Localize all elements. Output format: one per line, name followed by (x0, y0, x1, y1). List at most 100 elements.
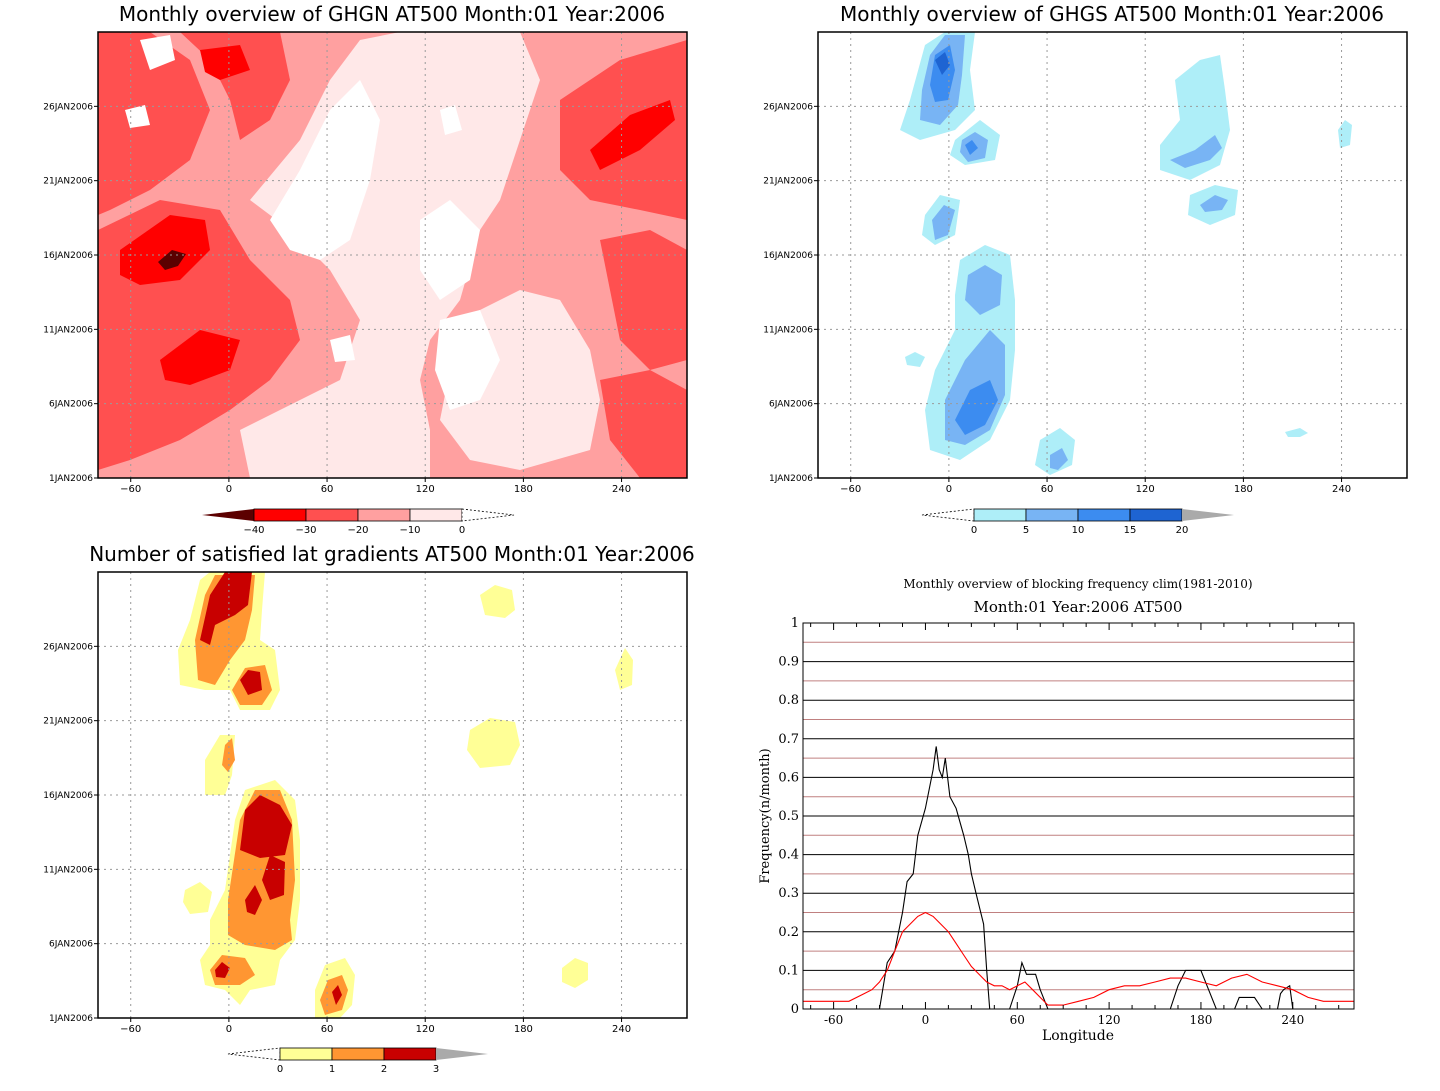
x-tick-label: −60 (120, 484, 141, 495)
ghgn-grid (98, 32, 687, 478)
ghgn-x-axis: −60 0 60 120 180 240 (120, 478, 631, 495)
y-tick-label: 0.3 (778, 886, 799, 901)
y-tick-label: 0.6 (778, 770, 799, 785)
x-tick-label: -60 (824, 1013, 843, 1027)
colorbar-lower-extend (227, 1047, 281, 1061)
x-tick-label: 240 (1332, 484, 1351, 495)
x-tick-label: 0 (922, 1013, 930, 1027)
colorbar-segment (357, 508, 411, 522)
y-tick-label: 21JAN2006 (43, 177, 93, 187)
colorbar-tick-label: −10 (399, 525, 420, 536)
colorbar-tick-label: 5 (1023, 525, 1029, 536)
colorbar-segment (1077, 508, 1131, 522)
y-tick-label: 1JAN2006 (769, 474, 813, 484)
y-tick-label: 0.1 (778, 963, 799, 978)
y-tick-label: 16JAN2006 (43, 791, 93, 801)
frequency-series (803, 746, 1354, 1010)
y-axis-label: Frequency(n/month) (758, 748, 773, 883)
y-tick-label: 0.9 (778, 655, 799, 670)
ghgs-y-axis: 1JAN2006 6JAN2006 11JAN2006 16JAN2006 21JAN2… (763, 102, 818, 484)
colorbar-tick-label: −30 (295, 525, 316, 536)
y-tick-label: 0.2 (778, 925, 799, 940)
x-axis-label: Longitude (1042, 1028, 1114, 1044)
x-tick-label: 60 (321, 1024, 334, 1035)
y-tick-label: 0 (791, 1002, 799, 1017)
colorbar-tick-label: 0 (277, 1064, 283, 1075)
x-tick-label: 60 (1041, 484, 1054, 495)
y-tick-label: 11JAN2006 (763, 325, 813, 335)
colorbar-segment (383, 1047, 437, 1061)
x-tick-label: 180 (1189, 1013, 1212, 1027)
chart-title: Monthly overview of GHGN AT500 Month:01 … (119, 2, 665, 26)
ghgs-x-axis: −60 0 60 120 180 240 (840, 478, 1351, 495)
y-tick-label: 1JAN2006 (49, 474, 93, 484)
colorbar-tick-label: 15 (1124, 525, 1137, 536)
chart-title: Monthly overview of blocking frequency c… (903, 577, 1252, 591)
colorbar-tick-label: 20 (1176, 525, 1189, 536)
x-tick-label: 0 (226, 1024, 232, 1035)
x-tick-label: 60 (1010, 1013, 1025, 1027)
colorbar-tick-label: 0 (971, 525, 977, 536)
lat-gradients-x-axis: −60 0 60 120 180 240 (120, 1018, 631, 1035)
x-tick-label: 240 (612, 484, 631, 495)
colorbar-lower-extend (202, 509, 254, 521)
y-tick-label: 6JAN2006 (49, 400, 93, 410)
y-tick-label: 21JAN2006 (43, 717, 93, 727)
x-tick-label: 120 (1136, 484, 1155, 495)
colorbar-upper-extend (461, 508, 515, 522)
ghgn-colorbar: −40 −30 −20 −10 0 (202, 508, 515, 536)
y-tick-label: 1JAN2006 (49, 1014, 93, 1024)
y-tick-label: 6JAN2006 (49, 940, 93, 950)
x-tick-label: 240 (612, 1024, 631, 1035)
y-tick-label: 16JAN2006 (763, 251, 813, 261)
y-tick-label: 11JAN2006 (43, 325, 93, 335)
x-tick-label: 240 (1281, 1013, 1304, 1027)
y-tick-label: 0.7 (778, 732, 799, 747)
x-tick-label: 60 (321, 484, 334, 495)
y-tick-label: 21JAN2006 (763, 177, 813, 187)
chart-title: Number of satisfied lat gradients AT500 … (89, 542, 695, 566)
y-tick-label: 26JAN2006 (763, 102, 813, 112)
colorbar-tick-label: 2 (381, 1064, 387, 1075)
colorbar-tick-label: 0 (459, 525, 465, 536)
x-tick-label: 120 (416, 1024, 435, 1035)
lat-gradients-y-axis: 1JAN2006 6JAN2006 11JAN2006 16JAN2006 21JAN2… (43, 642, 98, 1024)
y-tick-label: 16JAN2006 (43, 251, 93, 261)
panel-ghgn: Monthly overview of GHGN AT500 Month:01 … (43, 2, 688, 536)
colorbar-upper-extend (1182, 509, 1234, 521)
panel-ghgs: Monthly overview of GHGS AT500 Month:01 … (763, 2, 1408, 536)
y-tick-label: 0.4 (778, 848, 799, 863)
colorbar-segment (409, 508, 463, 522)
series-line-red (803, 911, 1354, 1006)
colorbar-segment (305, 508, 359, 522)
x-tick-label: 0 (946, 484, 952, 495)
panel-blocking-frequency: Monthly overview of blocking frequency c… (758, 577, 1355, 1044)
x-tick-label: 180 (1234, 484, 1253, 495)
y-tick-label: 26JAN2006 (43, 642, 93, 652)
colorbar-tick-label: 3 (433, 1064, 439, 1075)
ghgs-colorbar: 0 5 10 15 20 (921, 508, 1234, 536)
colorbar-lower-extend (921, 508, 975, 522)
frequency-y-axis: 0 0.1 0.2 0.3 0.4 0.5 0.6 0.7 0.8 0.9 1 (778, 616, 799, 1017)
colorbar-segment (1025, 508, 1079, 522)
x-tick-label: 180 (514, 1024, 533, 1035)
x-tick-label: 180 (514, 484, 533, 495)
chart-subtitle: Month:01 Year:2006 AT500 (974, 598, 1183, 616)
ghgs-grid (818, 32, 1407, 478)
lat-gradients-grid (98, 572, 687, 1018)
y-tick-label: 6JAN2006 (769, 400, 813, 410)
frequency-x-axis: -60 0 60 120 180 240 (810, 623, 1340, 1027)
x-tick-label: −60 (120, 1024, 141, 1035)
colorbar-tick-label: 1 (329, 1064, 335, 1075)
x-tick-label: 120 (416, 484, 435, 495)
x-tick-label: 0 (226, 484, 232, 495)
colorbar-upper-extend (436, 1048, 488, 1060)
plot-frame (802, 622, 1355, 1010)
chart-title: Monthly overview of GHGS AT500 Month:01 … (840, 2, 1384, 26)
y-tick-label: 1 (791, 616, 799, 631)
colorbar-tick-label: 10 (1072, 525, 1085, 536)
colorbar-segment (973, 508, 1027, 522)
series-line-black (803, 746, 1354, 1010)
y-tick-label: 0.8 (778, 693, 799, 708)
